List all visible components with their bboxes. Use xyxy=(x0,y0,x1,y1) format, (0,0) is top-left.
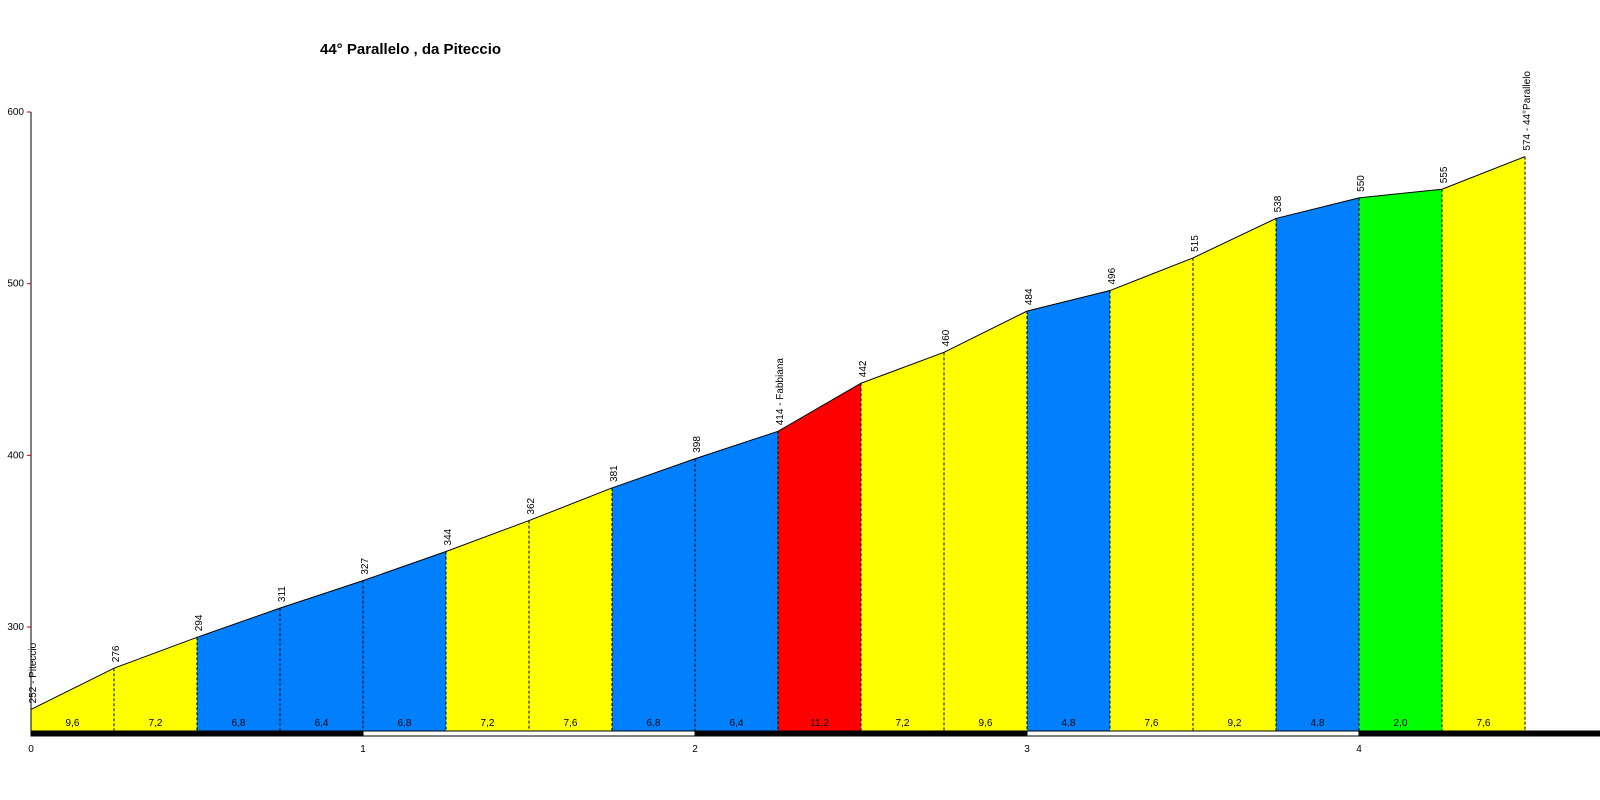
grade-label: 6,8 xyxy=(647,718,661,729)
y-tick-label: 300 xyxy=(7,622,24,633)
km-band xyxy=(694,730,1028,737)
altitude-labels: 252 - Piteccio 276 294 311 327 344 362 381 398 41… xyxy=(28,71,1533,704)
grade-label: 11,2 xyxy=(810,718,829,729)
altitude-label: 381 xyxy=(609,465,620,482)
grade-label: 7,2 xyxy=(149,718,163,729)
grade-label: 6,4 xyxy=(730,718,744,729)
chart-title: 44° Parallelo , da Piteccio xyxy=(320,41,501,58)
grade-label: 7,2 xyxy=(896,718,910,729)
x-tick-label: 0 xyxy=(28,744,34,755)
y-axis: 300 400 500 600 xyxy=(7,107,32,731)
grade-label: 7,6 xyxy=(564,718,578,729)
grade-label: 6,8 xyxy=(232,718,246,729)
grade-label: 9,6 xyxy=(979,718,993,729)
km-band xyxy=(1358,730,1600,737)
km-band xyxy=(362,730,696,737)
altitude-label: 414 - Fabbiana xyxy=(775,358,786,426)
altitude-label: 276 xyxy=(111,645,122,662)
y-tick-label: 600 xyxy=(7,107,24,118)
segment-area xyxy=(446,520,529,731)
segment-areas xyxy=(31,156,1525,732)
km-band xyxy=(1026,730,1360,737)
grade-label: 7,6 xyxy=(1145,718,1159,729)
grade-label: 9,6 xyxy=(66,718,80,729)
x-tick-label: 1 xyxy=(360,744,366,755)
segment-area xyxy=(363,551,446,731)
segment-area xyxy=(31,668,114,731)
altitude-label: 327 xyxy=(360,558,371,575)
grade-label: 6,8 xyxy=(398,718,412,729)
segment-area xyxy=(612,458,695,731)
segment-area xyxy=(1442,156,1525,732)
segment-area xyxy=(197,608,280,731)
altitude-label: 484 xyxy=(1024,288,1035,305)
grade-label: 6,4 xyxy=(315,718,329,729)
segment-area xyxy=(695,431,778,731)
altitude-label: 574 - 44°Parallelo xyxy=(1522,71,1533,151)
segment-area xyxy=(114,637,197,731)
grade-label: 7,2 xyxy=(481,718,495,729)
grade-label: 7,6 xyxy=(1477,718,1491,729)
grade-label: 9,2 xyxy=(1228,718,1242,729)
km-band xyxy=(30,730,364,737)
altitude-label: 550 xyxy=(1356,175,1367,192)
grade-labels: 9,6 7,2 6,8 6,4 6,8 7,2 7,6 6,8 6,4 11,2 7,2 9,6 4,8… xyxy=(66,718,1491,729)
y-tick-label: 500 xyxy=(7,279,24,290)
x-tick-label: 2 xyxy=(692,744,698,755)
altitude-label: 538 xyxy=(1273,195,1284,212)
segment-area xyxy=(280,580,363,731)
altitude-label: 252 - Piteccio xyxy=(28,642,39,703)
segment-area xyxy=(1276,197,1359,732)
segment-area xyxy=(1359,189,1442,731)
segment-area xyxy=(778,383,861,731)
segment-area xyxy=(861,352,944,731)
grade-label: 4,8 xyxy=(1062,718,1076,729)
altitude-label: 442 xyxy=(858,360,869,377)
altitude-label: 311 xyxy=(277,586,288,602)
y-tick-label: 400 xyxy=(7,450,24,461)
segment-area xyxy=(1193,218,1276,731)
altitude-label: 515 xyxy=(1190,235,1201,252)
profile-line xyxy=(30,156,1526,710)
grade-label: 4,8 xyxy=(1311,718,1325,729)
segment-dividers xyxy=(113,156,1526,731)
segment-area xyxy=(1027,290,1110,731)
x-tick-label: 4 xyxy=(1356,744,1362,755)
x-tick-label: 3 xyxy=(1024,744,1030,755)
altitude-label: 496 xyxy=(1107,267,1118,284)
grade-label: 2,0 xyxy=(1394,718,1408,729)
segment-area xyxy=(1110,257,1193,731)
x-axis: 0 1 2 3 4 xyxy=(28,730,1600,755)
altitude-label: 294 xyxy=(194,614,205,631)
altitude-label: 460 xyxy=(941,329,952,346)
altitude-label: 555 xyxy=(1439,166,1450,183)
segment-area xyxy=(529,487,612,731)
altitude-label: 398 xyxy=(692,436,703,453)
altitude-label: 362 xyxy=(526,497,537,514)
altitude-label: 344 xyxy=(443,528,454,545)
segment-area xyxy=(944,311,1027,731)
